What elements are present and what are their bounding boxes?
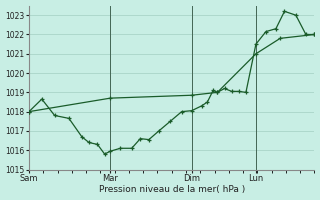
X-axis label: Pression niveau de la mer( hPa ): Pression niveau de la mer( hPa )	[99, 185, 245, 194]
